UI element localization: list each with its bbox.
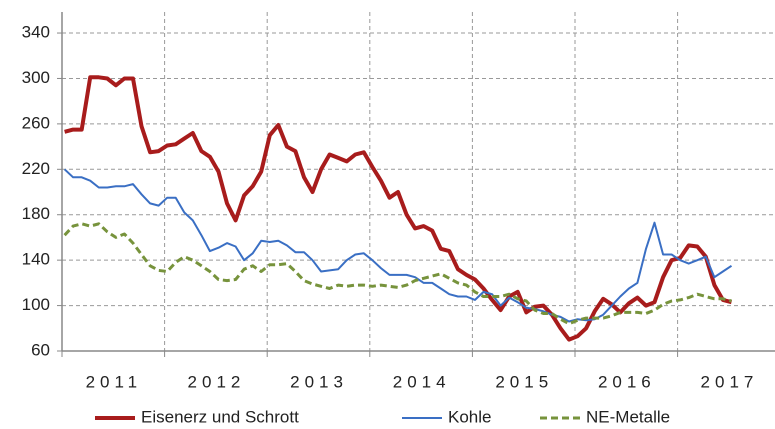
series-line [64,75,733,342]
x-tick-label: 2016 [598,372,656,391]
y-tick-label: 340 [22,23,50,42]
series-line [63,168,733,323]
legend-label: Eisenerz und Schrott [141,407,299,426]
x-tick-label: 2017 [701,372,759,391]
y-tick-label: 220 [22,159,50,178]
legend-label: Kohle [448,407,491,426]
y-tick-label: 100 [22,295,50,314]
x-tick-label: 2015 [495,372,553,391]
y-tick-label: 260 [22,113,50,132]
y-tick-label: 300 [22,68,50,87]
y-tick-label: 60 [31,340,50,359]
x-tick-label: 2012 [188,372,246,391]
y-tick-label: 180 [22,204,50,223]
legend-label: NE-Metalle [586,407,670,426]
x-tick-label: 2014 [393,372,451,391]
x-tick-label: 2011 [86,372,143,391]
x-tick-label: 2013 [290,372,348,391]
y-tick-label: 140 [22,250,50,269]
